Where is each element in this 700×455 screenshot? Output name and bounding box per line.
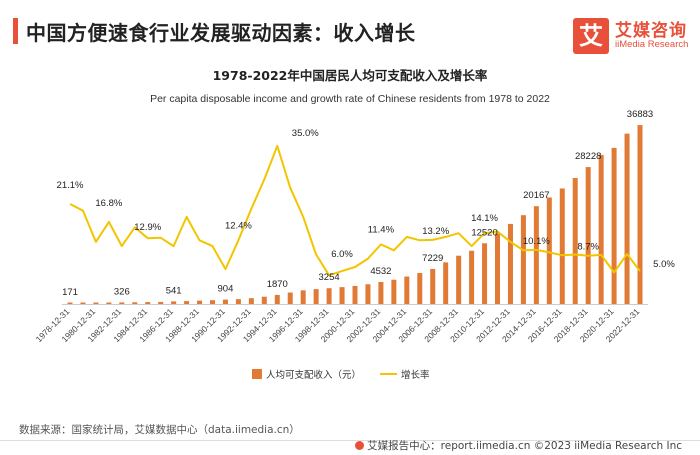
income-bar (300, 290, 306, 304)
logo-name-en: iiMedia Research (615, 39, 689, 50)
growth-data-label: 8.7% (577, 242, 599, 253)
footer-credit: 艾媒报告中心：report.iimedia.cn ©2023 iiMedia R… (355, 438, 682, 453)
line-series (69, 145, 641, 277)
growth-data-label: 13.2% (422, 226, 449, 237)
income-data-label: 904 (218, 284, 234, 295)
legend-bar-swatch (252, 369, 262, 379)
growth-data-label: 14.1% (471, 213, 498, 224)
income-bar (456, 255, 462, 304)
income-data-label: 36883 (627, 109, 653, 120)
logo-name-cn: 艾媒咨询 (615, 21, 687, 41)
chart-subtitle: Per capita disposable income and growth … (150, 93, 550, 105)
income-bar (171, 301, 177, 304)
income-bar (313, 289, 319, 304)
iimedia-logo-icon: 艾 (573, 18, 609, 54)
income-bar (67, 302, 73, 304)
income-bar (378, 282, 384, 304)
income-data-label: 3254 (319, 272, 340, 283)
income-bar (93, 302, 99, 304)
income-bar (546, 197, 552, 304)
income-bar (287, 292, 293, 304)
income-bar (184, 301, 190, 304)
income-data-label: 541 (166, 285, 182, 296)
chart-title: 1978-2022年中国居民人均可支配收入及增长率 (213, 68, 488, 83)
income-bar (624, 133, 630, 304)
income-bar (132, 302, 138, 304)
income-bar (404, 276, 410, 304)
income-bar (430, 268, 436, 304)
income-bar (443, 262, 449, 304)
income-bar (352, 285, 358, 304)
income-bar (274, 294, 280, 304)
income-bar (585, 167, 591, 304)
x-axis-ticks: 1978-12-311980-12-311982-12-311984-12-31… (34, 306, 642, 344)
income-bar (391, 279, 397, 304)
income-bar (80, 302, 86, 304)
growth-data-label: 6.0% (331, 249, 353, 260)
income-data-label: 7229 (422, 253, 443, 264)
income-bar (495, 233, 500, 304)
income-bar (339, 287, 345, 304)
income-bar (222, 299, 228, 304)
income-bar (158, 301, 164, 304)
data-source-note: 数据来源：国家统计局，艾媒数据中心（data.iimedia.cn） (19, 424, 300, 436)
footer-text: 艾媒报告中心：report.iimedia.cn ©2023 iiMedia R… (367, 440, 682, 452)
data-labels: 171 326 541 904 1870 3254 4532 7229 12520 20167 28… (57, 109, 676, 298)
income-bar (106, 302, 112, 304)
income-bar (611, 147, 617, 304)
footer-logo-icon (355, 441, 365, 450)
income-bar (365, 284, 371, 304)
growth-data-label: 16.8% (95, 198, 122, 209)
page-title: 中国方便速食行业发展驱动因素：收入增长 (26, 21, 416, 45)
title-accent-bar (13, 18, 18, 44)
legend: 人均可支配收入（元） 增长率 (252, 369, 430, 381)
income-bar (145, 302, 151, 304)
income-bar (235, 299, 241, 304)
legend-bar-label: 人均可支配收入（元） (266, 369, 361, 381)
income-bar (197, 300, 203, 304)
income-bar (248, 298, 254, 304)
income-bar (482, 243, 488, 304)
income-bar (520, 215, 526, 304)
growth-rate-line (69, 145, 641, 277)
income-bar (119, 302, 125, 304)
growth-data-label: 10.1% (523, 236, 550, 247)
income-bar (572, 178, 578, 304)
growth-data-label: 35.0% (292, 128, 319, 139)
income-growth-chart: 1978-2022年中国居民人均可支配收入及增长率 Per capita dis… (34, 68, 676, 381)
growth-data-label: 21.1% (57, 180, 84, 191)
bar-series (62, 125, 648, 305)
income-bar (559, 188, 565, 304)
income-data-label: 4532 (370, 266, 391, 277)
income-bar (261, 296, 267, 304)
income-bar (533, 206, 539, 304)
income-data-label: 12520 (471, 227, 497, 238)
growth-data-label: 11.4% (368, 224, 395, 235)
income-data-label: 171 (62, 287, 78, 298)
income-bar (469, 250, 475, 304)
income-bar (507, 223, 513, 304)
income-data-label: 20167 (523, 190, 549, 201)
income-bar (326, 288, 332, 304)
growth-data-label: 12.4% (225, 220, 252, 231)
income-bar (598, 154, 604, 304)
footer-divider (0, 440, 700, 441)
income-data-label: 28228 (575, 151, 601, 162)
growth-data-label: 5.0% (653, 259, 675, 270)
income-data-label: 326 (114, 286, 130, 297)
income-bar (637, 125, 643, 304)
income-bar (210, 300, 215, 304)
income-bar (417, 273, 423, 304)
growth-data-label: 12.9% (134, 222, 161, 233)
legend-line-label: 增长率 (401, 369, 430, 381)
income-data-label: 1870 (267, 279, 288, 290)
